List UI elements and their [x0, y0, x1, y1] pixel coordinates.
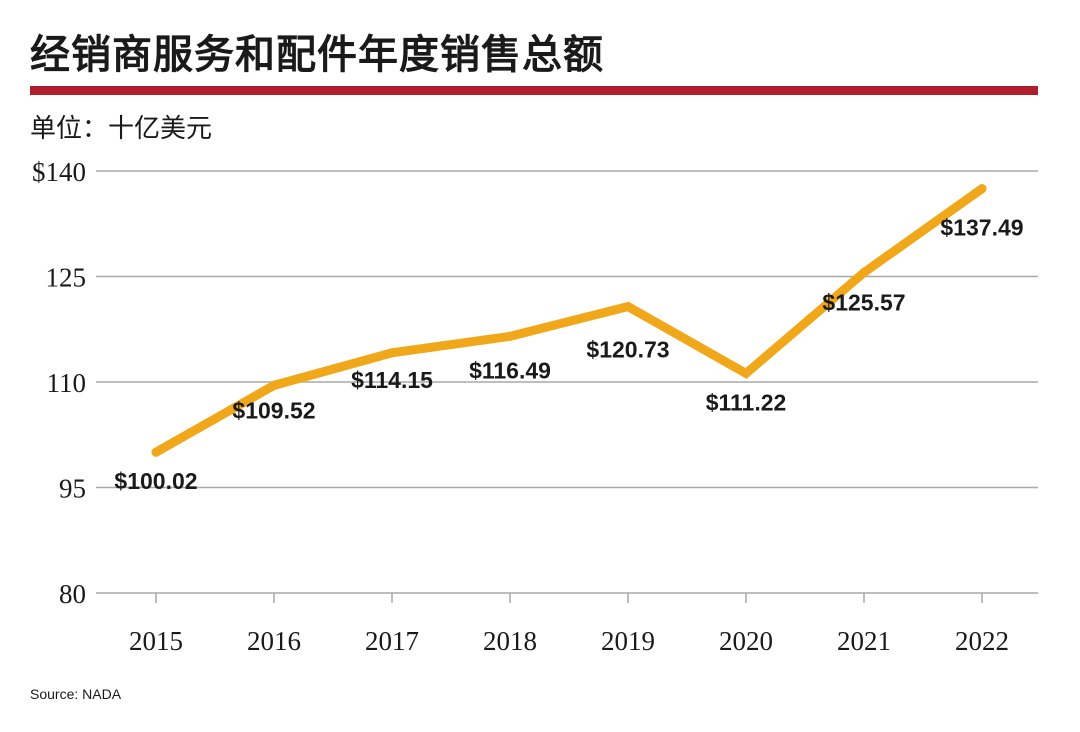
- data-label: $111.22: [706, 389, 787, 415]
- data-label: $109.52: [232, 397, 315, 423]
- y-tick-label: 110: [47, 368, 87, 398]
- x-tick-label: 2020: [719, 626, 773, 656]
- x-tick-label: 2021: [837, 626, 891, 656]
- x-tick-label: 2015: [129, 626, 183, 656]
- data-point: [505, 331, 515, 341]
- data-point: [623, 302, 633, 312]
- data-point: [387, 348, 397, 358]
- x-tick-label: 2016: [247, 626, 301, 656]
- data-point: [977, 184, 987, 194]
- x-tick-label: 2018: [483, 626, 537, 656]
- data-point: [859, 267, 869, 277]
- x-tick-label: 2019: [601, 626, 655, 656]
- data-point: [151, 447, 161, 457]
- y-tick-label: 125: [46, 263, 87, 293]
- data-label: $120.73: [586, 337, 669, 363]
- unit-label: 单位：十亿美元: [30, 114, 213, 144]
- source-note: Source: NADA: [30, 686, 122, 702]
- data-label: $116.49: [469, 357, 551, 383]
- x-tick-label: 2017: [365, 626, 419, 656]
- data-label: $137.49: [940, 215, 1023, 241]
- x-tick-label: 2022: [955, 626, 1009, 656]
- y-tick-label: $140: [32, 157, 86, 187]
- data-label: $100.02: [114, 468, 197, 494]
- data-point: [741, 368, 751, 378]
- data-label: $114.15: [351, 367, 433, 393]
- data-point: [269, 380, 279, 390]
- chart-title: 经销商服务和配件年度销售总额: [30, 32, 604, 78]
- y-tick-label: 80: [59, 579, 86, 609]
- title-rule: [30, 86, 1038, 95]
- y-tick-label: 95: [59, 474, 86, 504]
- series-line: [151, 184, 987, 457]
- data-label: $125.57: [822, 289, 905, 315]
